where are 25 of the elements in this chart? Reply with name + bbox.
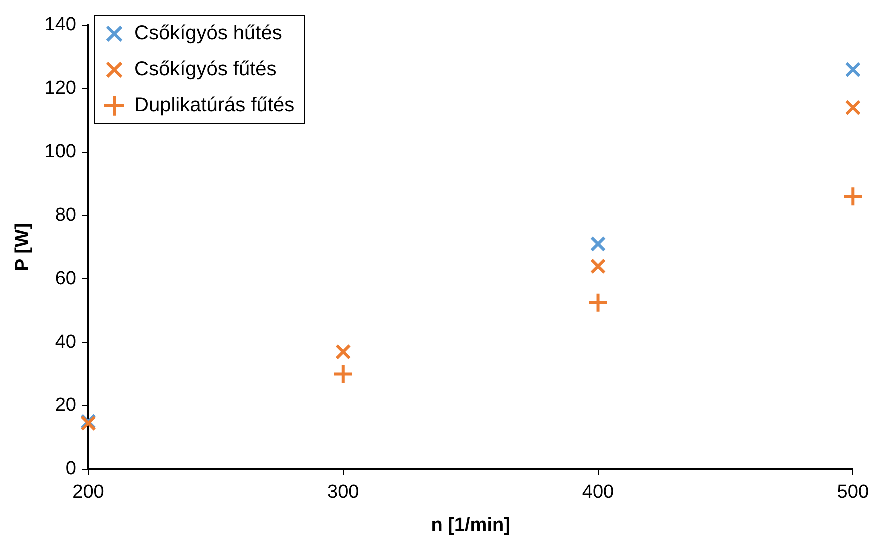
x-axis-title: n [1/min] [431, 514, 510, 536]
y-tick-label: 140 [44, 14, 76, 36]
legend-label: Duplikatúrás fűtés [134, 94, 295, 117]
x-tick-label: 400 [582, 482, 614, 504]
point [845, 62, 862, 78]
y-tick-label: 80 [55, 204, 76, 226]
y-tick-label: 40 [55, 332, 76, 353]
legend-label: Csőkígyós hűtés [134, 22, 282, 45]
point [845, 100, 862, 116]
x-tick-label: 500 [837, 482, 869, 504]
point [590, 236, 606, 252]
legend-label: Csőkígyós fűtés [134, 58, 277, 81]
point [590, 258, 606, 274]
y-tick-label: 120 [44, 78, 76, 100]
y-tick-label: 100 [44, 141, 76, 162]
point [588, 292, 609, 314]
point [332, 364, 354, 385]
y-tick-label: 60 [55, 268, 76, 290]
y-axis-title: P [W] [12, 223, 34, 272]
y-tick-label: 0 [66, 458, 76, 480]
point [842, 186, 864, 208]
x-tick-label: 300 [328, 482, 360, 504]
x-tick-label: 200 [72, 482, 104, 504]
y-tick-label: 20 [55, 395, 76, 416]
point [336, 344, 352, 360]
